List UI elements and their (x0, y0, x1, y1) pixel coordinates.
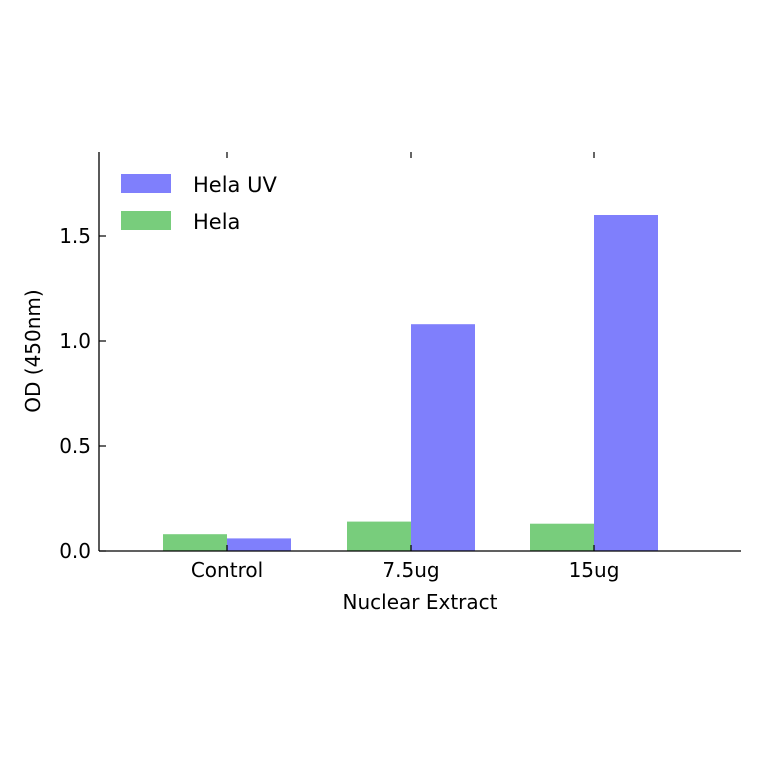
legend-swatch-hela (121, 211, 171, 230)
x-tick-label: 15ug (569, 558, 620, 582)
bar-hela-15ug (530, 523, 594, 551)
x-tick-label: Control (191, 558, 263, 582)
legend-swatch-hela-uv (121, 174, 171, 193)
bar-hela-uv-control (227, 538, 291, 551)
y-tick-label: 0.5 (59, 434, 91, 458)
bars-layer (163, 215, 658, 551)
x-tick-label: 7.5ug (382, 558, 439, 582)
y-axis-label: OD (450nm) (21, 289, 45, 412)
y-tick-label: 0.0 (59, 539, 91, 563)
bar-hela-uv-7-5ug (411, 324, 475, 551)
labels-layer: Nuclear Extract OD (450nm) (21, 289, 498, 614)
bar-hela-uv-15ug (594, 215, 658, 551)
axes-layer (98, 152, 741, 552)
bar-hela-control (163, 534, 227, 551)
bar-hela-7-5ug (347, 521, 411, 551)
legend-label-hela-uv: Hela UV (193, 173, 277, 197)
ticks-layer: Control 7.5ug 15ug 0.0 0.5 1.0 1.5 (59, 152, 619, 582)
x-axis-label: Nuclear Extract (343, 590, 498, 614)
y-tick-label: 1.0 (59, 329, 91, 353)
y-tick-label: 1.5 (59, 224, 91, 248)
legend: Hela UV Hela (121, 173, 277, 234)
legend-label-hela: Hela (193, 210, 240, 234)
